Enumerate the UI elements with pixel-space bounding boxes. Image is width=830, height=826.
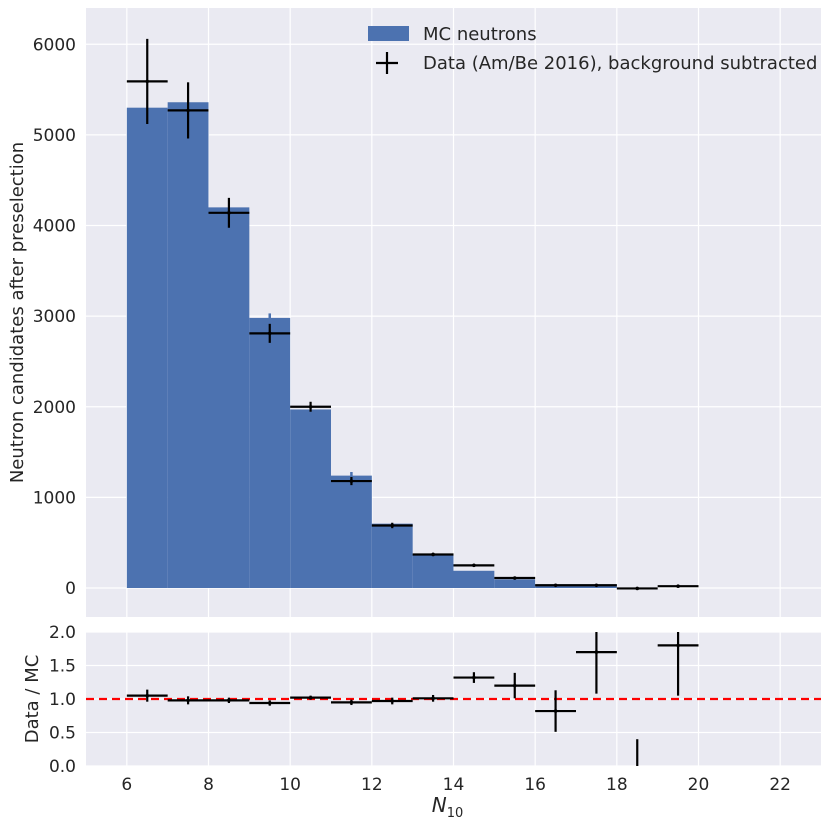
x-tick-label: 22 bbox=[769, 775, 791, 795]
main-y-tick-labels: 0 1000 2000 3000 4000 5000 6000 bbox=[33, 35, 76, 599]
main-y-tick-label: 6000 bbox=[33, 35, 76, 55]
mc-bar bbox=[412, 554, 454, 588]
data-point bbox=[227, 211, 231, 215]
main-y-tick-label: 4000 bbox=[33, 217, 76, 237]
legend-data-marker bbox=[376, 52, 398, 74]
x-axis-label-subscript: 10 bbox=[447, 806, 464, 821]
x-axis-label: N10 bbox=[432, 793, 464, 821]
data-point bbox=[267, 331, 272, 336]
data-point bbox=[512, 576, 517, 580]
ratio-error-points bbox=[126, 632, 699, 766]
x-tick-label: 12 bbox=[361, 775, 383, 795]
main-y-tick-label: 5000 bbox=[33, 126, 76, 146]
mc-bar bbox=[371, 523, 413, 588]
main-histogram-panel: 0 1000 2000 3000 4000 5000 6000 Neutron candid… bbox=[7, 8, 821, 617]
mc-bar bbox=[167, 102, 209, 588]
x-tick-label: 16 bbox=[524, 775, 546, 795]
mc-bar bbox=[453, 570, 495, 588]
main-y-axis-label: Neutron candidates after preselection bbox=[7, 142, 28, 483]
x-tick-label: 20 bbox=[688, 775, 710, 795]
data-point bbox=[390, 523, 395, 528]
data-point bbox=[186, 108, 190, 113]
data-point bbox=[308, 404, 313, 409]
data-point bbox=[594, 583, 599, 588]
data-point bbox=[349, 479, 354, 483]
main-y-tick-label: 0 bbox=[65, 579, 76, 599]
ratio-y-tick-labels: 0.0 0.5 1.0 1.5 2.0 bbox=[49, 623, 76, 777]
ratio-y-tick-label: 1.0 bbox=[49, 690, 76, 710]
legend-mc-swatch bbox=[368, 26, 409, 41]
legend: MC neutrons Data (Am/Be 2016), backgroun… bbox=[368, 24, 817, 74]
data-point bbox=[472, 563, 476, 568]
mc-bar bbox=[494, 579, 536, 588]
mc-bar bbox=[331, 475, 372, 588]
data-point bbox=[635, 586, 640, 591]
ratio-y-tick-label: 0.5 bbox=[49, 724, 76, 744]
ratio-y-axis-label: Data / MC bbox=[22, 655, 43, 744]
ratio-y-tick-label: 2.0 bbox=[49, 623, 76, 643]
x-tick-label: 18 bbox=[606, 775, 628, 795]
mc-bar bbox=[249, 317, 291, 588]
data-point bbox=[145, 79, 150, 84]
mc-histogram bbox=[126, 102, 617, 588]
x-tick-label: 14 bbox=[443, 775, 465, 795]
mc-bar bbox=[208, 207, 250, 588]
data-point bbox=[676, 584, 680, 588]
x-tick-label: 8 bbox=[203, 775, 214, 795]
ratio-y-tick-label: 0.0 bbox=[49, 757, 76, 777]
x-axis-label-symbol: N bbox=[432, 793, 447, 817]
mc-bar bbox=[290, 409, 331, 588]
x-tick-labels: 6 8 10 12 14 16 18 20 22 bbox=[121, 775, 791, 795]
legend-mc-label: MC neutrons bbox=[423, 24, 537, 45]
mc-bar bbox=[126, 107, 168, 588]
main-y-tick-label: 3000 bbox=[33, 307, 76, 327]
ratio-panel: 0.0 0.5 1.0 1.5 2.0 6 8 10 12 14 16 18 20 22 Data / … bbox=[22, 623, 821, 821]
main-y-tick-label: 1000 bbox=[33, 488, 76, 508]
data-error-points bbox=[126, 38, 699, 591]
ratio-y-tick-label: 1.5 bbox=[49, 657, 76, 677]
main-y-tick-label: 2000 bbox=[33, 398, 76, 418]
data-point bbox=[431, 552, 435, 557]
x-tick-label: 10 bbox=[279, 775, 301, 795]
x-tick-label: 6 bbox=[121, 775, 132, 795]
legend-data-label: Data (Am/Be 2016), background subtracted bbox=[423, 53, 817, 74]
data-point bbox=[553, 583, 558, 588]
